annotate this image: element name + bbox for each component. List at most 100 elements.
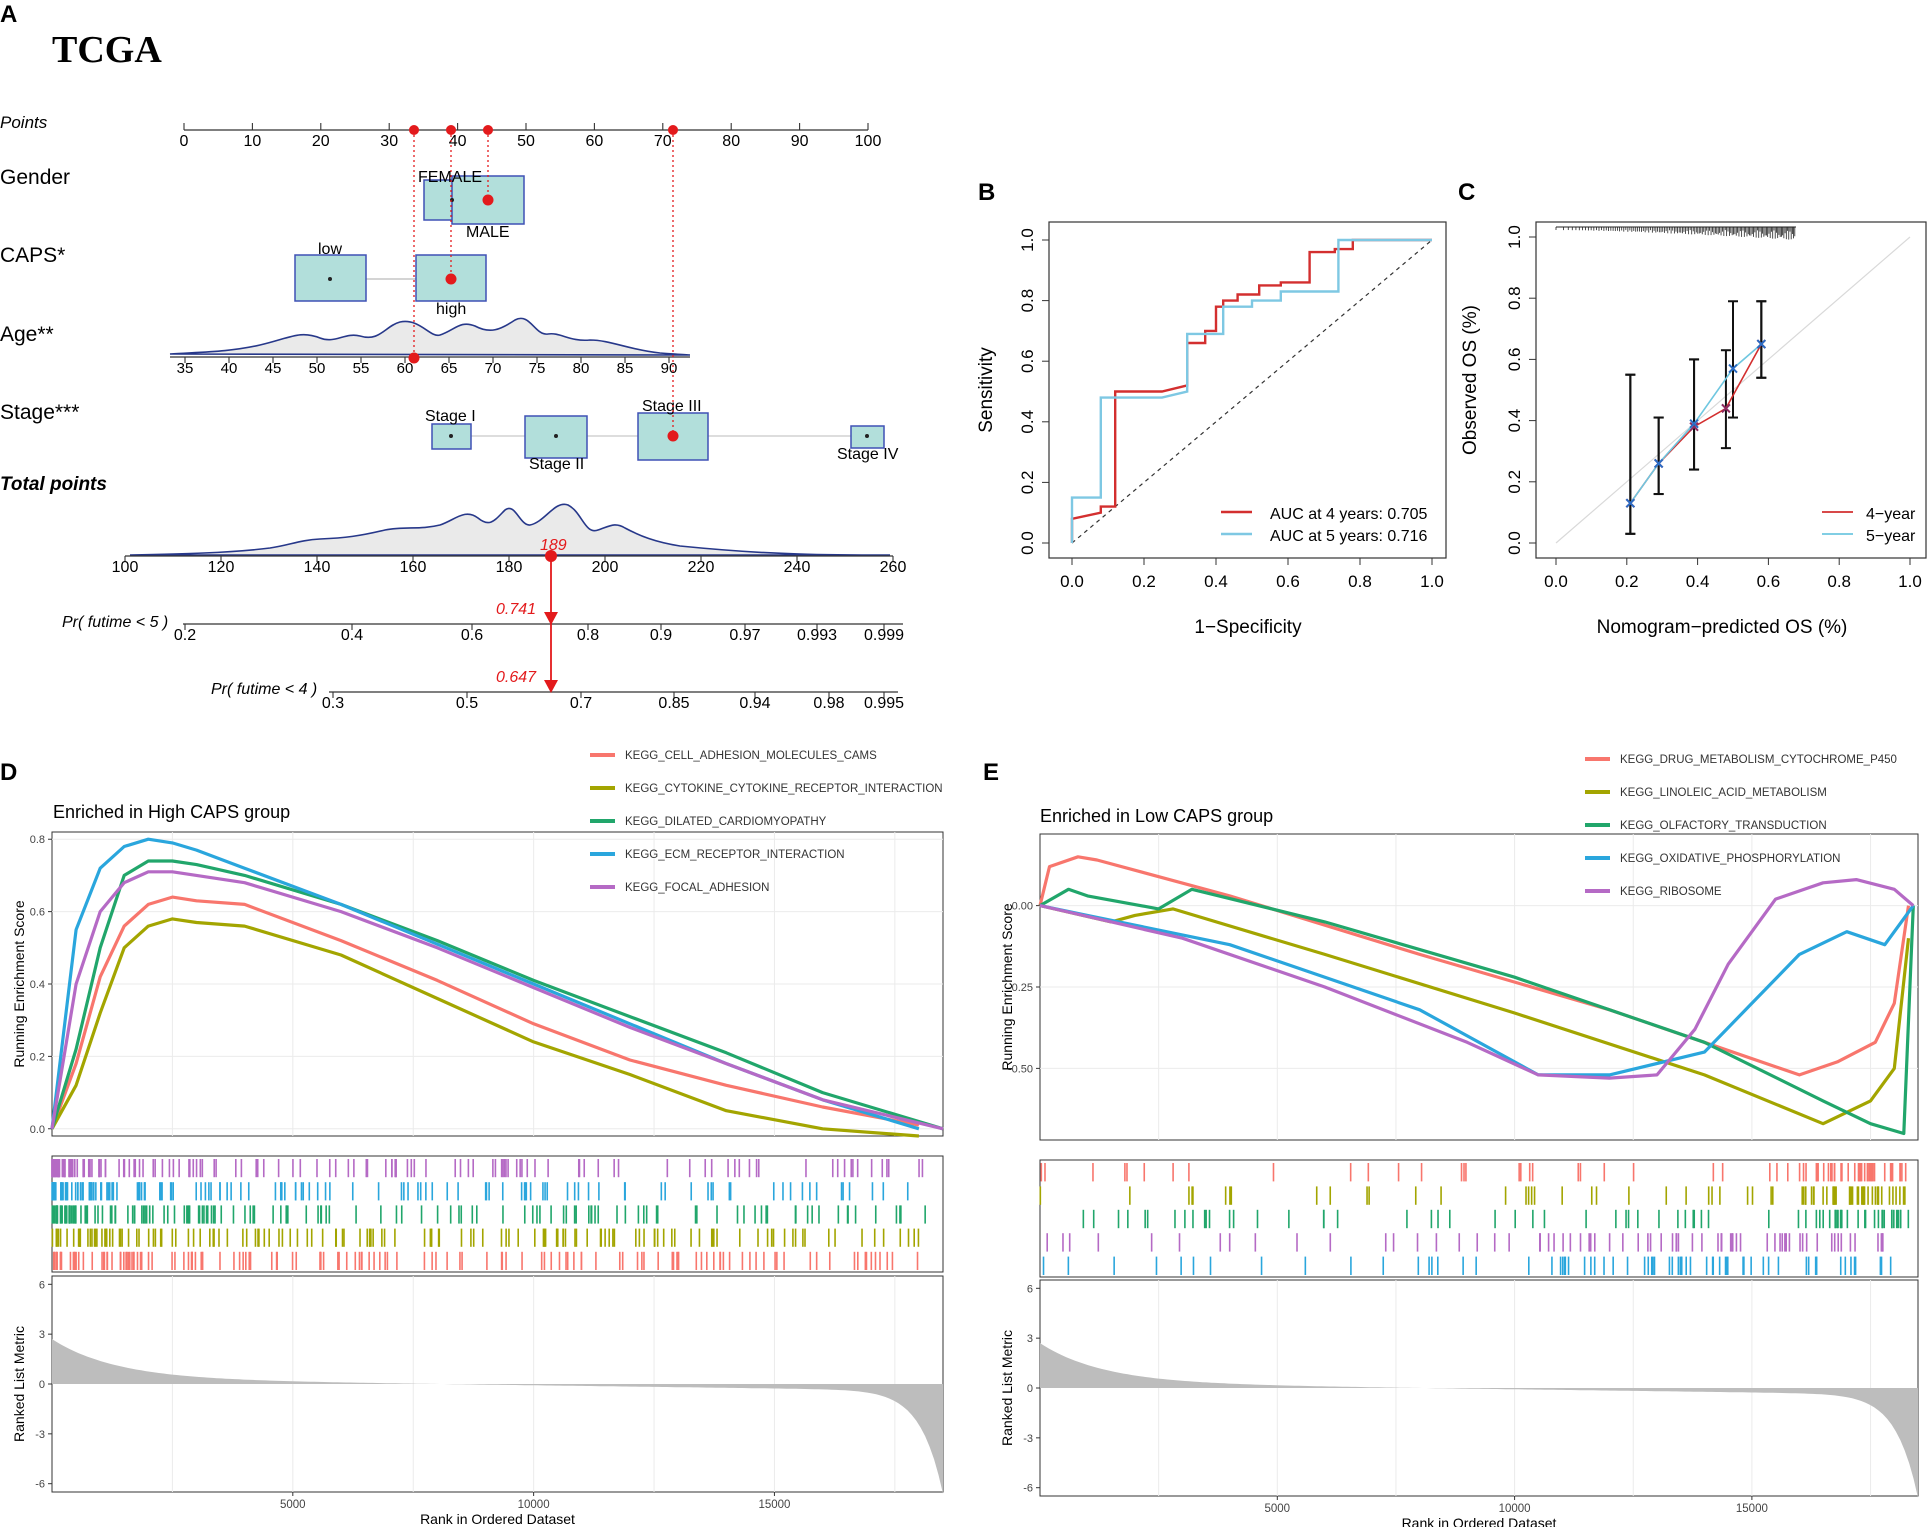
y-tick-label: 0.8	[30, 834, 45, 846]
roc-legend-4y: AUC at 4 years: 0.705	[1270, 506, 1428, 523]
legend-label: KEGG_FOCAL_ADHESION	[625, 882, 769, 894]
y-tick-label: -0.50	[1008, 1063, 1033, 1075]
age-label: Age**	[0, 323, 54, 346]
y-tick-label: 1.0	[1018, 228, 1037, 252]
x-tick-label: 15000	[1736, 1503, 1768, 1515]
y-tick-label: 0.2	[1505, 470, 1524, 494]
y2-tick-label: -3	[1023, 1433, 1033, 1445]
gender-male-marker	[482, 194, 494, 206]
axis-tick-label: 0.85	[658, 695, 689, 712]
age-axis: 35 40 45 50 55 60 65 70 75 80 85 90	[170, 356, 690, 377]
cal-point	[1689, 422, 1699, 432]
y-tick-label: 0.6	[1505, 348, 1524, 372]
roc-xlabel: 1−Specificity	[1194, 617, 1302, 638]
legend-label: KEGG_DRUG_METABOLISM_CYTOCHROME_P450	[1620, 754, 1897, 766]
axis-tick-label: 35	[177, 360, 194, 377]
gsea-high-plot: 0.0 0.2 0.4 0.6 0.8 KEGG_CELL_ADHESION_MOLECU…	[11, 750, 944, 1527]
axis-tick-label: 50	[517, 133, 535, 150]
y-tick-label: 0.4	[30, 979, 45, 991]
x-tick-label: 0.6	[1757, 572, 1781, 591]
roc-panel: B 0.0 0.2 0.4 0.6 0.8 1.0 0.0 0.2 0.4 0.6 0.8 1.0 1…	[976, 179, 1447, 638]
y-tick-label: 0.0	[1018, 531, 1037, 555]
x-tick-label: 5000	[1265, 1503, 1291, 1515]
y-tick-label: -0.25	[1008, 982, 1033, 994]
gsea-low-plot: 0.00 -0.25 -0.50 KEGG_DRUG_METABOLISM_CYTOC…	[999, 754, 1919, 1527]
axis-tick-label: 60	[586, 133, 604, 150]
legend-label: KEGG_RIBOSOME	[1620, 886, 1722, 898]
calibration-panel: C 0.0 0.2 0.4 0.6 0.8 1.0 0.0 0.2 0.4 0.6 0.8 1.0 N…	[1458, 179, 1927, 638]
gsea-low-panel: E Enriched in Low CAPS group 0.00 -0.25 -0…	[983, 754, 1919, 1527]
legend-label: KEGG_ECM_RECEPTOR_INTERACTION	[625, 849, 845, 861]
y-tick-label: 0.6	[30, 907, 45, 919]
y-tick-label: 0.8	[1505, 286, 1524, 310]
axis-tick-label: 80	[722, 133, 740, 150]
total-points-axis: 100 120 140 160 180 200 220 240 260	[112, 555, 906, 576]
x-tick-label: 15000	[758, 1499, 790, 1511]
panel-label-e: E	[983, 759, 999, 786]
es-axis-label: Running Enrichment Score	[999, 903, 1015, 1071]
pr4-axis: 0.3 0.5 0.7 0.85 0.94 0.98 0.995	[322, 691, 904, 712]
calibration-axes: 0.0 0.2 0.4 0.6 0.8 1.0 0.0 0.2 0.4 0.6 0.8 1.0	[1505, 225, 1922, 591]
stage-2-text: Stage II	[529, 456, 584, 473]
points-marker-age	[409, 125, 419, 135]
nomogram-title: TCGA	[52, 29, 162, 71]
pr5-label: Pr( futime < 5 )	[62, 614, 168, 631]
calibration-plot-frame	[1535, 221, 1927, 559]
gsea-high-title: Enriched in High CAPS group	[53, 802, 290, 822]
axis-tick-label: 65	[441, 360, 458, 377]
nomogram-panel: A TCGA Points 0 10 20 30 40 50 60 70 80 90 100 Gen…	[0, 1, 906, 712]
axis-tick-label: 0.999	[864, 627, 904, 644]
x-tick-label: 0.4	[1204, 572, 1228, 591]
panel-label-c: C	[1458, 179, 1475, 206]
y2-tick-label: 0	[1027, 1383, 1033, 1395]
rank-axis-label: Ranked List Metric	[999, 1330, 1015, 1446]
x-tick-label: 0.2	[1132, 572, 1156, 591]
roc-legend-5y: AUC at 5 years: 0.716	[1270, 528, 1428, 545]
legend-label: KEGG_OXIDATIVE_PHOSPHORYLATION	[1620, 853, 1840, 865]
x-tick-label: 0.8	[1348, 572, 1372, 591]
caps-low-text: low	[318, 241, 342, 258]
caps-high-marker	[445, 273, 457, 285]
axis-tick-label: 0.7	[570, 695, 592, 712]
es-line-0	[50, 895, 920, 1130]
axis-tick-label: 85	[617, 360, 634, 377]
es-line-1	[1039, 904, 1911, 1126]
axis-tick-label: 0.97	[729, 627, 760, 644]
cal-point	[1756, 339, 1767, 349]
axis-tick-label: 0.6	[461, 627, 483, 644]
es-line-2	[50, 859, 944, 1131]
pr5-arrowhead	[544, 612, 558, 625]
cal-point	[1625, 498, 1636, 508]
cal-point	[1653, 458, 1664, 469]
x-axis-label: Rank in Ordered Dataset	[420, 1511, 575, 1527]
es-line-3	[1039, 904, 1915, 1077]
axis-tick-label: 180	[496, 559, 523, 576]
roc-lines	[1070, 238, 1432, 543]
y-tick-label: 0.00	[1012, 901, 1033, 913]
axis-tick-label: 140	[304, 559, 331, 576]
axis-tick-label: 75	[529, 360, 546, 377]
es-line-2	[1039, 887, 1915, 1136]
axis-tick-label: 55	[353, 360, 370, 377]
x-tick-label: 0.2	[1615, 572, 1639, 591]
axis-tick-label: 90	[791, 133, 809, 150]
roc-diagonal	[1071, 239, 1433, 544]
roc-axes: 0.0 0.2 0.4 0.6 0.8 1.0 0.0 0.2 0.4 0.6 0.8 1.0	[1018, 228, 1444, 591]
stage-4-text: Stage IV	[837, 446, 899, 463]
cal-point	[1689, 418, 1699, 429]
calibration-ylabel: Observed OS (%)	[1460, 305, 1481, 455]
axis-tick-label: 20	[312, 133, 330, 150]
total-marker-value: 189	[540, 537, 567, 554]
panel-label-d: D	[0, 759, 17, 786]
axis-tick-label: 100	[112, 559, 139, 576]
legend-label: KEGG_OLFACTORY_TRANSDUCTION	[1620, 820, 1827, 832]
y2-tick-label: -3	[35, 1429, 45, 1441]
es-line-4	[50, 870, 944, 1131]
y-tick-label: 0.0	[1505, 531, 1524, 555]
points-label: Points	[0, 113, 48, 132]
y-tick-label: 0.4	[1505, 409, 1524, 433]
axis-tick-label: 0.94	[739, 695, 770, 712]
pr4-value: 0.647	[496, 669, 537, 686]
caps-label: CAPS*	[0, 244, 65, 267]
y-tick-label: 0.0	[30, 1124, 45, 1136]
